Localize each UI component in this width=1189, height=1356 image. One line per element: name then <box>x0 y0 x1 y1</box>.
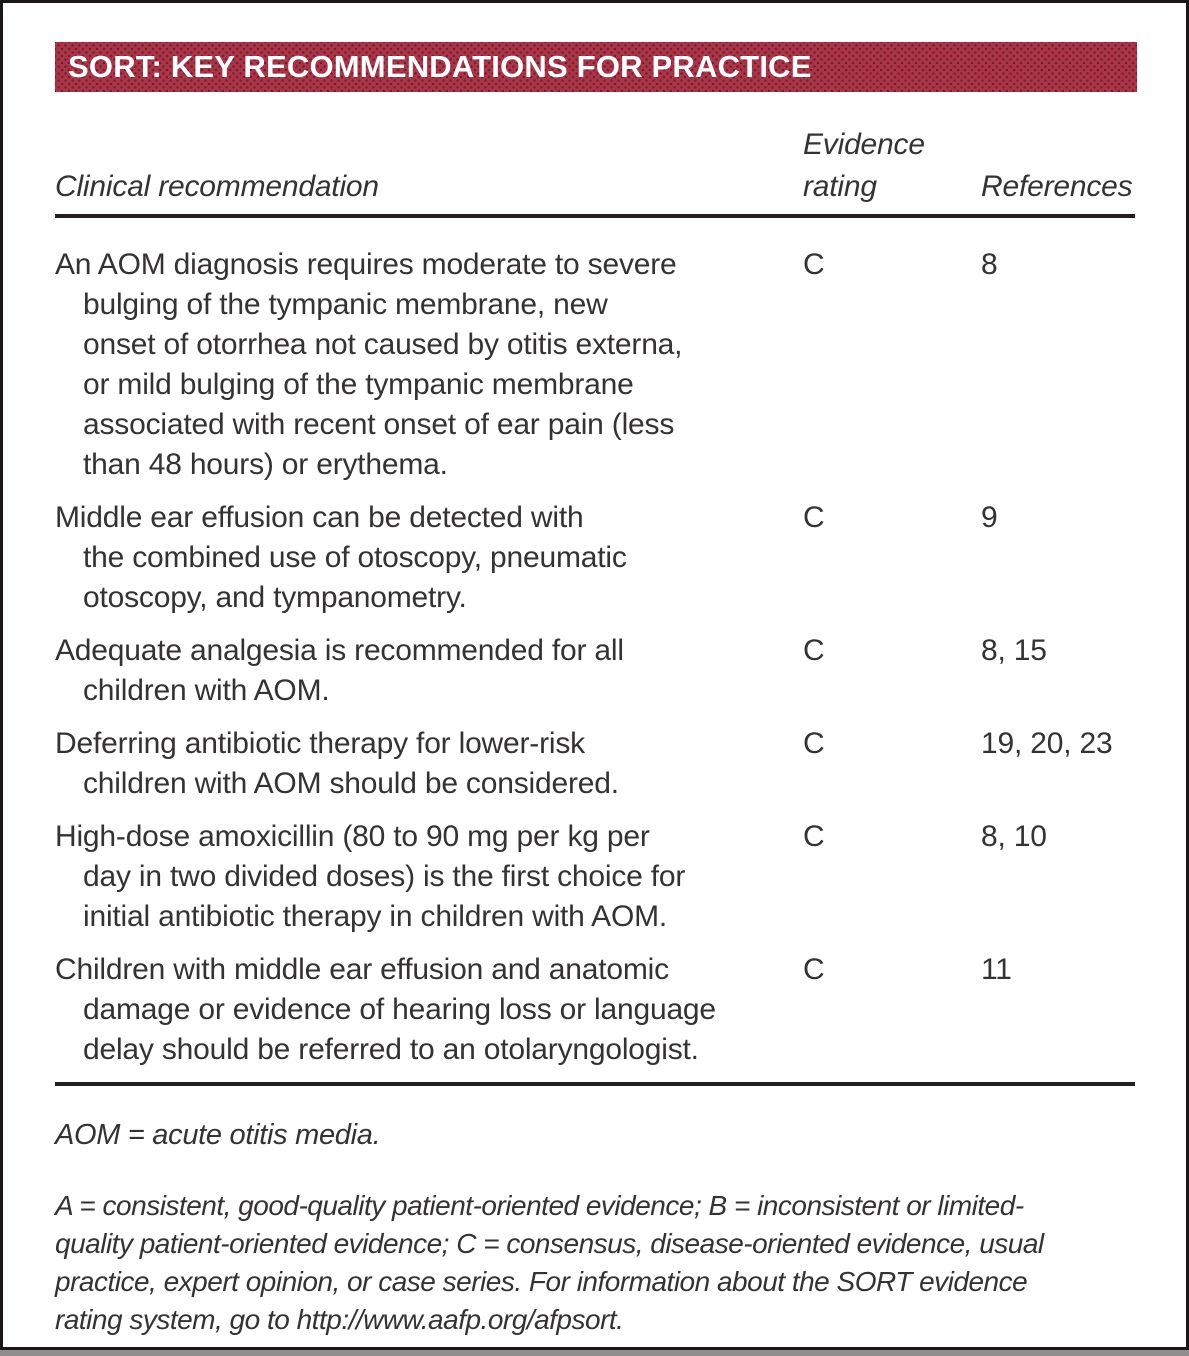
evidence-header-line-2: rating <box>803 170 877 203</box>
column-header-references: References <box>981 170 1133 203</box>
table-row: Deferring antibiotic therapy for lower-r… <box>55 724 1135 804</box>
table-body: An AOM diagnosis requires moderate to se… <box>55 245 1135 1070</box>
page-edge-shadow <box>0 1350 1189 1356</box>
footnote-sort-evidence-key: A = consistent, good-quality patient-ori… <box>55 1190 1044 1335</box>
cell-references: 8 <box>981 248 998 281</box>
cell-recommendation: Adequate analgesia is recommended for al… <box>55 634 624 707</box>
cell-evidence-rating: C <box>803 953 825 986</box>
cell-references: 9 <box>981 501 998 534</box>
cell-evidence-rating: C <box>803 727 825 760</box>
table-row: High-dose amoxicillin (80 to 90 mg per k… <box>55 817 1135 937</box>
cell-recommendation: Deferring antibiotic therapy for lower-r… <box>55 727 619 800</box>
column-header-evidence-rating: Evidence rating <box>797 124 975 208</box>
table-row: Children with middle ear effusion and an… <box>55 950 1135 1070</box>
footnote-divider <box>55 1082 1135 1086</box>
cell-references: 19, 20, 23 <box>981 727 1113 760</box>
cell-recommendation: Children with middle ear effusion and an… <box>55 953 716 1066</box>
cell-evidence-rating: C <box>803 248 825 281</box>
cell-evidence-rating: C <box>803 501 825 534</box>
table-header: Clinical recommendation Evidence rating … <box>55 124 1135 218</box>
table-row: Adequate analgesia is recommended for al… <box>55 631 1135 711</box>
cell-recommendation: Middle ear effusion can be detected with… <box>55 501 627 614</box>
cell-evidence-rating: C <box>803 820 825 853</box>
footnote-abbreviation: AOM = acute otitis media. <box>55 1119 381 1151</box>
table-row: An AOM diagnosis requires moderate to se… <box>55 245 1135 485</box>
column-header-clinical-recommendation: Clinical recommendation <box>55 170 379 203</box>
title-bar: SORT: KEY RECOMMENDATIONS FOR PRACTICE <box>55 42 1137 92</box>
cell-recommendation: An AOM diagnosis requires moderate to se… <box>55 248 683 481</box>
cell-references: 11 <box>981 953 1012 986</box>
title-text: SORT: KEY RECOMMENDATIONS FOR PRACTICE <box>68 49 812 84</box>
cell-references: 8, 10 <box>981 820 1047 853</box>
table-row: Middle ear effusion can be detected with… <box>55 498 1135 618</box>
cell-recommendation: High-dose amoxicillin (80 to 90 mg per k… <box>55 820 686 933</box>
evidence-header-line-1: Evidence <box>803 128 925 161</box>
cell-references: 8, 15 <box>981 634 1047 667</box>
cell-evidence-rating: C <box>803 634 825 667</box>
